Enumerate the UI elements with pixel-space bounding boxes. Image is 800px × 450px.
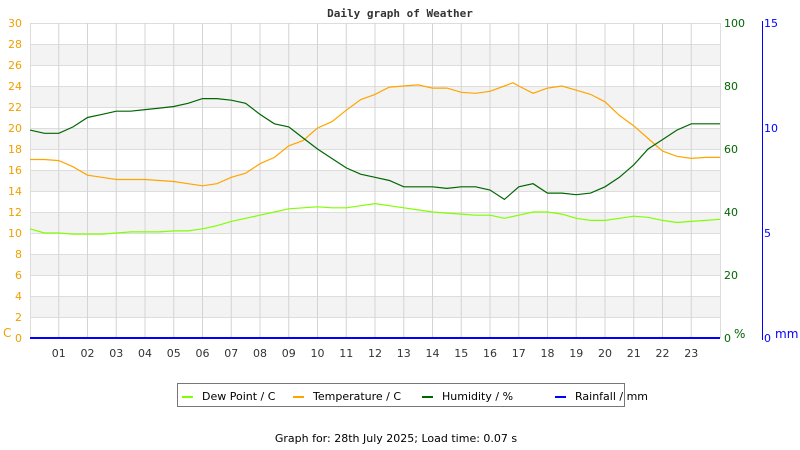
left-tick-label: 4 (15, 290, 22, 303)
x-tick-label: 20 (598, 347, 612, 360)
x-tick-label: 09 (282, 347, 296, 360)
x-tick-label: 19 (569, 347, 583, 360)
left-tick-label: 0 (15, 332, 22, 345)
x-tick-label: 01 (52, 347, 66, 360)
x-tick-label: 22 (656, 347, 670, 360)
humidity-tick-label: 0 (724, 332, 731, 345)
legend-label-temperature: Temperature / C (312, 390, 401, 403)
x-tick-label: 13 (397, 347, 411, 360)
x-tick-label: 14 (426, 347, 440, 360)
humidity-tick-label: 40 (724, 206, 738, 219)
x-tick-label: 21 (627, 347, 641, 360)
x-tick-label: 10 (311, 347, 325, 360)
left-tick-label: 2 (15, 311, 22, 324)
x-tick-label: 18 (541, 347, 555, 360)
left-tick-label: 12 (8, 206, 22, 219)
humidity-tick-label: 80 (724, 80, 738, 93)
left-axis-label: C (3, 326, 11, 340)
left-tick-label: 28 (8, 38, 22, 51)
rainfall-axis-label: mm (775, 327, 798, 341)
x-tick-label: 04 (138, 347, 152, 360)
rainfall-tick-label: 10 (764, 122, 778, 135)
x-tick-label: 12 (368, 347, 382, 360)
left-tick-label: 24 (8, 80, 22, 93)
x-tick-label: 03 (109, 347, 123, 360)
x-tick-label: 06 (196, 347, 210, 360)
rainfall-tick-label: 15 (764, 17, 778, 30)
x-tick-label: 23 (684, 347, 698, 360)
rainfall-tick-label: 5 (764, 227, 771, 240)
rainfall-tick-label: 0 (764, 332, 771, 345)
x-tick-label: 08 (253, 347, 267, 360)
left-tick-label: 20 (8, 122, 22, 135)
left-tick-label: 8 (15, 248, 22, 261)
left-tick-label: 30 (8, 17, 22, 30)
footer-text: Graph for: 28th July 2025; Load time: 0.… (275, 432, 518, 445)
legend-label-rainfall: Rainfall / mm (575, 390, 648, 403)
dew-point-line (29, 202, 721, 235)
left-tick-label: 18 (8, 143, 22, 156)
x-tick-label: 15 (454, 347, 468, 360)
left-tick-label: 14 (8, 185, 22, 198)
humidity-line (29, 97, 720, 201)
series-lines (29, 82, 721, 339)
legend: Dew Point / C Temperature / C Humidity / %… (177, 383, 648, 407)
x-tick-label: 02 (81, 347, 95, 360)
x-tick-label: 17 (512, 347, 526, 360)
left-tick-label: 16 (8, 164, 22, 177)
left-tick-label: 6 (15, 269, 22, 282)
legend-label-dew-point: Dew Point / C (202, 390, 276, 403)
right-axis-label: % (734, 327, 745, 341)
humidity-tick-label: 20 (724, 269, 738, 282)
humidity-tick-label: 60 (724, 143, 738, 156)
humidity-tick-label: 100 (724, 17, 745, 30)
x-tick-label: 11 (339, 347, 353, 360)
left-tick-label: 22 (8, 101, 22, 114)
chart-title: Daily graph of Weather (327, 7, 473, 20)
x-tick-label: 16 (483, 347, 497, 360)
x-tick-label: 07 (224, 347, 238, 360)
left-tick-label: 10 (8, 227, 22, 240)
left-tick-label: 26 (8, 59, 22, 72)
legend-label-humidity: Humidity / % (442, 390, 513, 403)
temperature-line (30, 82, 720, 187)
x-tick-label: 05 (167, 347, 181, 360)
gridlines (30, 23, 721, 339)
